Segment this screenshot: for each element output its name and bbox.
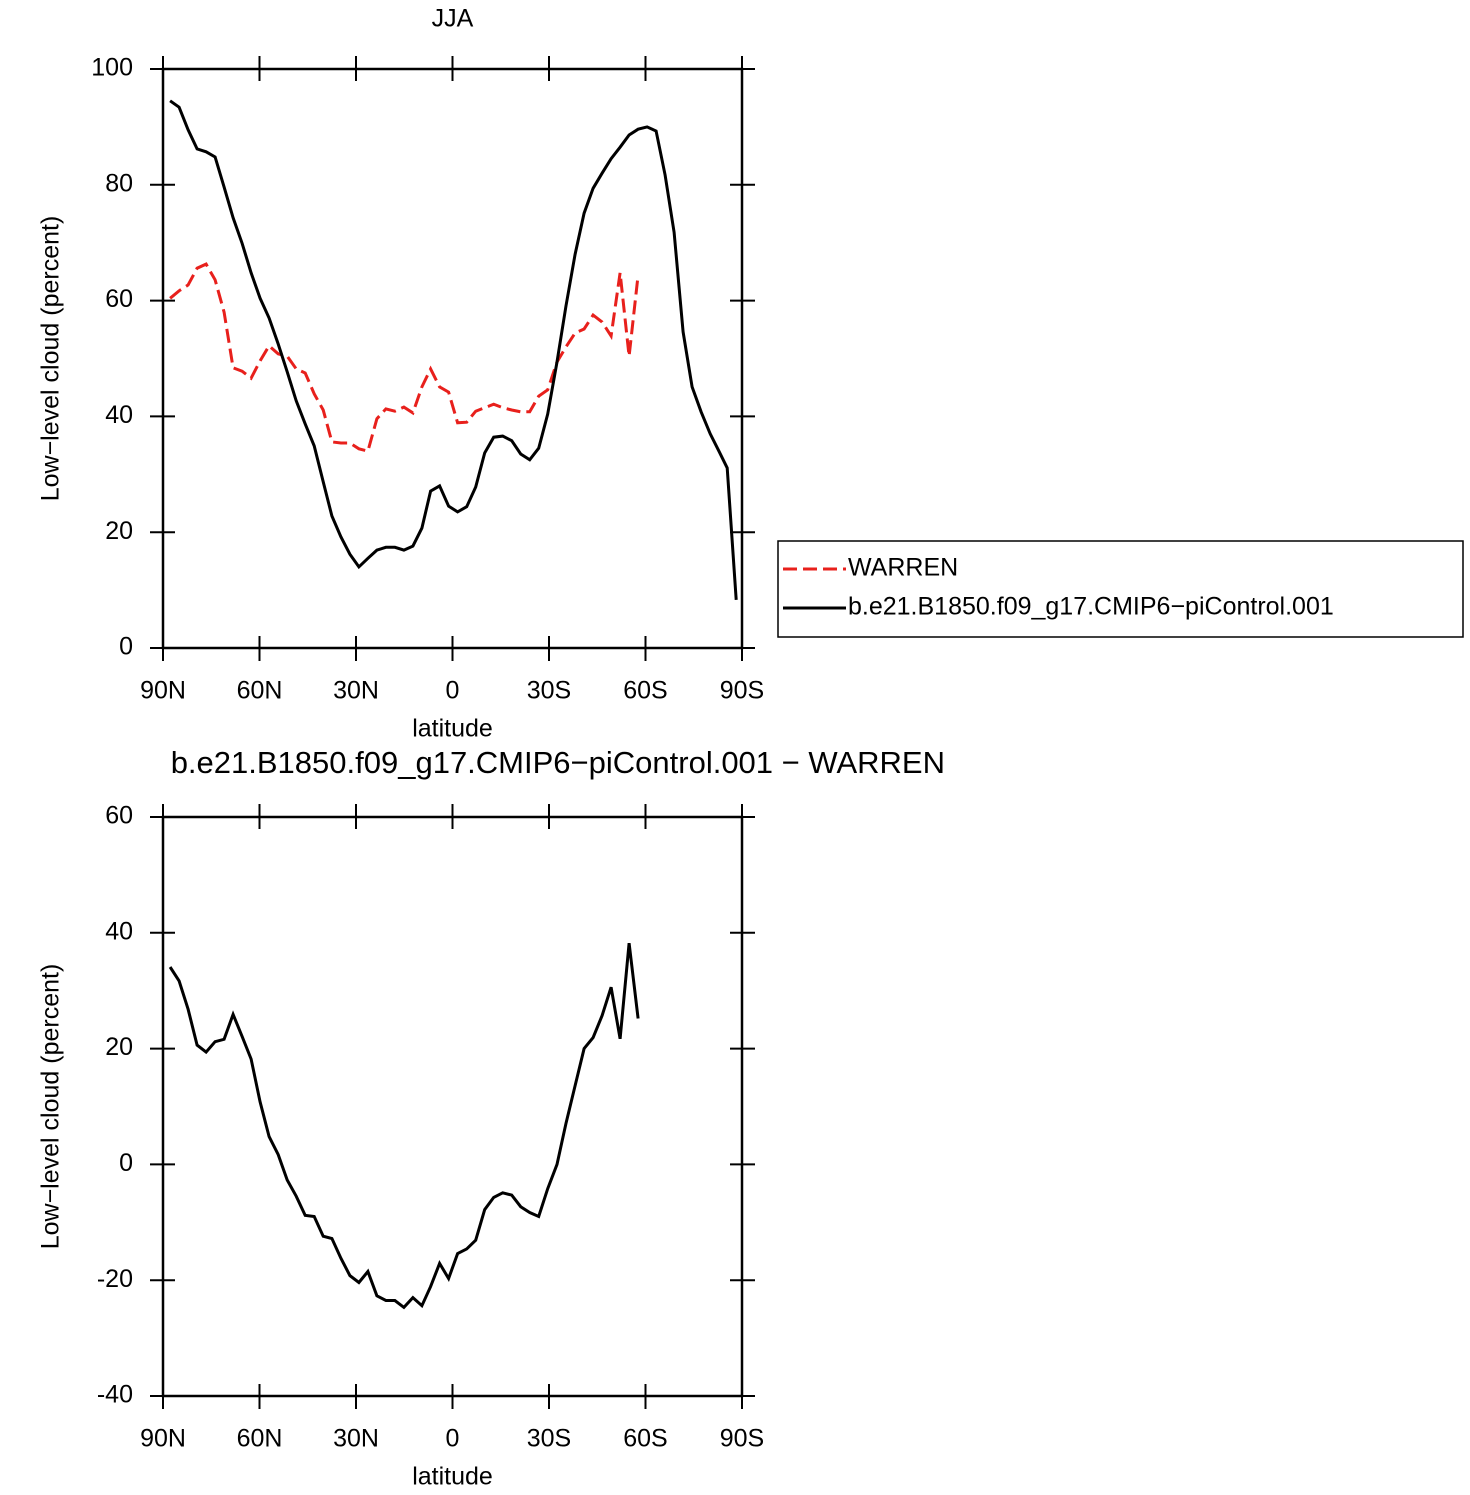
y-tick-label: 0 [119,1149,133,1177]
x-tick-label: 60S [623,1425,667,1453]
x-tick-label: 30S [527,1425,571,1453]
data-line [168,943,640,1310]
y-tick-label: 20 [105,1033,133,1061]
y-tick-label: 40 [105,917,133,945]
chart-title: JJA [432,5,474,33]
legend-label: WARREN [848,554,958,582]
y-tick-label: -20 [97,1265,133,1293]
legend-box [777,540,1464,638]
x-tick-label: 30N [333,677,379,705]
x-tick-label: 90S [720,677,764,705]
legend-label: b.e21.B1850.f09_g17.CMIP6−piControl.001 [848,593,1334,621]
data-line [169,99,738,601]
x-tick-label: 60S [623,677,667,705]
y-tick-label: 0 [119,633,133,661]
plot-frame [161,67,744,650]
x-tick-label: 60N [237,1425,283,1453]
x-tick-label: 0 [446,1425,460,1453]
y-tick-label: 40 [105,401,133,429]
y-axis-label: Low−level cloud (percent) [37,216,65,502]
y-tick-label: 60 [105,802,133,830]
y-axis-label: Low−level cloud (percent) [37,964,65,1250]
x-tick-label: 0 [446,677,460,705]
x-tick-label: 90N [140,677,186,705]
chart-title: b.e21.B1850.f09_g17.CMIP6−piControl.001 … [171,745,945,780]
x-axis-label: latitude [412,1463,493,1491]
x-tick-label: 30S [527,677,571,705]
y-tick-label: 80 [105,169,133,197]
y-tick-label: 20 [105,517,133,545]
x-tick-label: 30N [333,1425,379,1453]
x-axis-label: latitude [412,715,493,743]
y-tick-label: -40 [97,1381,133,1409]
y-tick-label: 100 [91,54,133,82]
plot-frame [161,815,744,1398]
x-tick-label: 60N [237,677,283,705]
x-tick-label: 90S [720,1425,764,1453]
data-line [169,262,640,453]
x-tick-label: 90N [140,1425,186,1453]
y-tick-label: 60 [105,285,133,313]
